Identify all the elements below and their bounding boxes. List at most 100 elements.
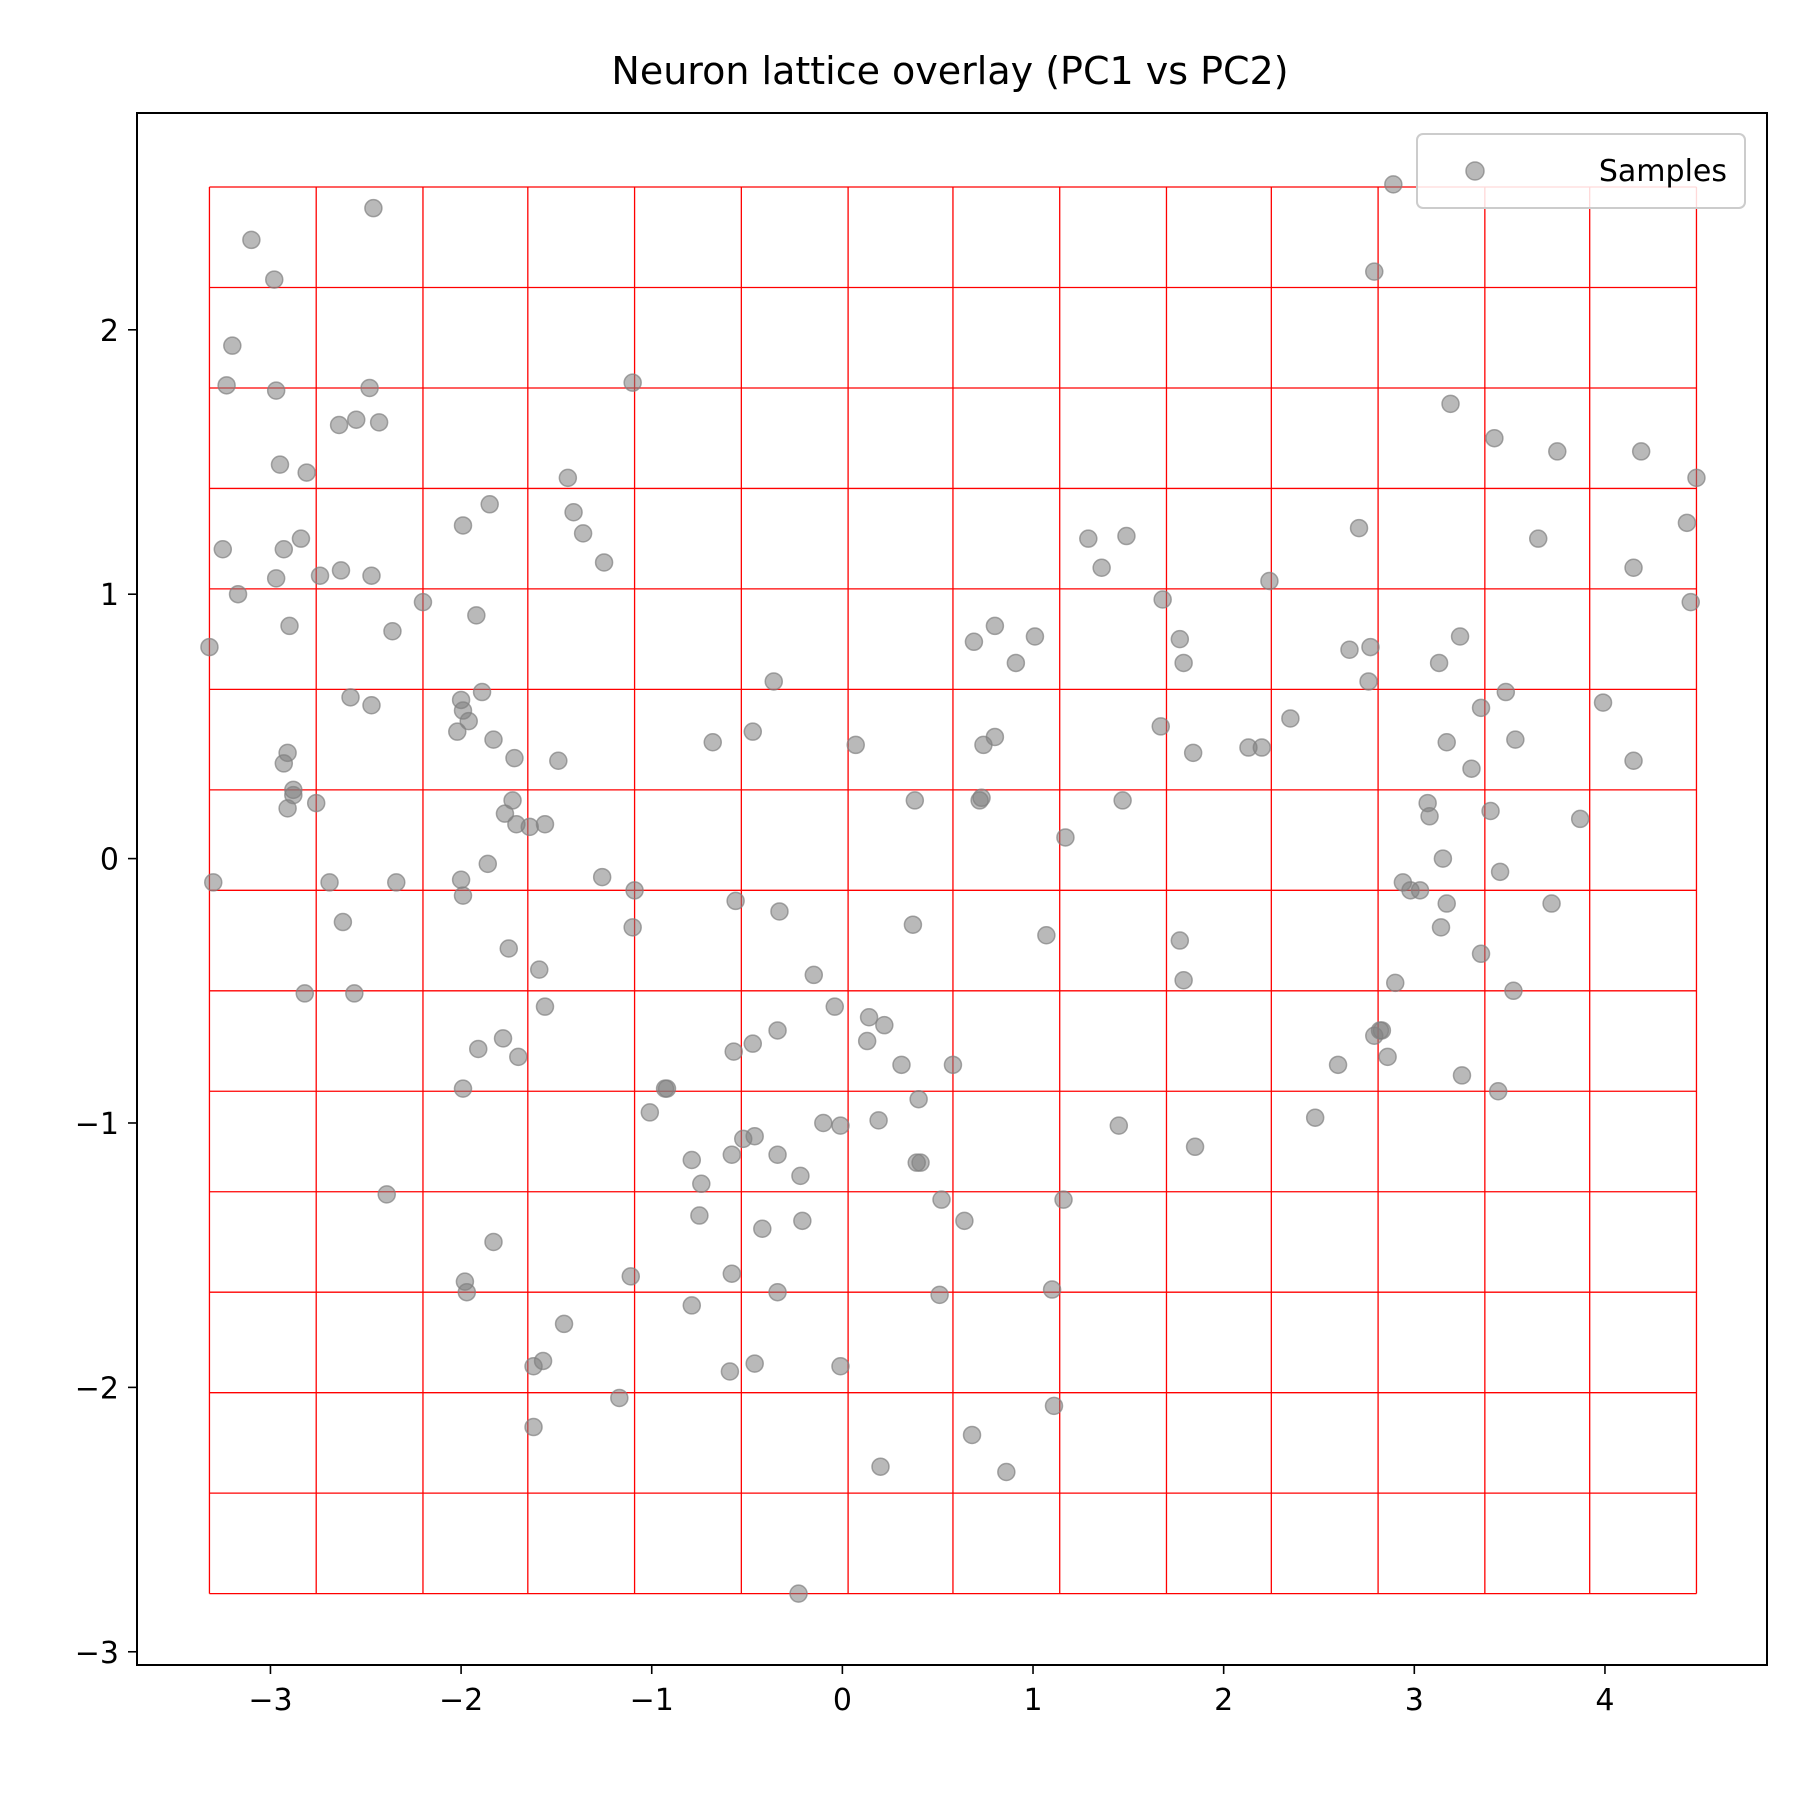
sample-point	[451, 870, 471, 889]
sample-point	[346, 410, 366, 429]
sample-point	[985, 616, 1005, 636]
sample-point	[472, 682, 492, 702]
sample-point	[1044, 1396, 1064, 1416]
sample-point	[467, 606, 486, 625]
sample-point	[970, 791, 989, 810]
legend-marker	[1465, 161, 1485, 181]
sample-point	[1548, 442, 1567, 461]
sample-point	[291, 529, 311, 548]
sample-point	[284, 785, 303, 805]
sample-point	[530, 960, 549, 979]
sample-point	[703, 733, 722, 752]
sample-point	[1431, 918, 1451, 937]
sample-point	[831, 1356, 850, 1376]
sample-point	[280, 616, 299, 636]
sample-point	[875, 1015, 894, 1035]
sample-point	[297, 463, 316, 482]
sample-point	[493, 1029, 513, 1048]
sample-point	[1429, 653, 1449, 673]
sample-point	[1260, 571, 1279, 591]
sample-point	[1452, 1066, 1472, 1085]
sample-point	[1496, 682, 1516, 702]
sample-point	[274, 540, 294, 559]
sample-point	[1281, 709, 1300, 728]
sample-point	[505, 748, 524, 768]
sample-point	[825, 997, 845, 1016]
x-tick-label: 3	[1405, 1683, 1424, 1718]
legend: Samples	[1416, 133, 1746, 209]
sample-point	[448, 722, 467, 741]
sample-point	[743, 1034, 763, 1053]
sample-point	[1153, 590, 1172, 609]
sample-point	[1624, 558, 1643, 578]
sample-point	[1433, 849, 1453, 868]
sample-point	[869, 1111, 888, 1130]
sample-point	[1462, 759, 1481, 778]
sample-point	[453, 516, 473, 535]
sample-point	[484, 730, 503, 749]
x-tick-label: 2	[1214, 1683, 1233, 1718]
y-tick-label: 2	[100, 314, 119, 349]
sample-point	[341, 688, 360, 707]
sample-point	[295, 984, 315, 1003]
sample-point	[1340, 640, 1359, 659]
sample-point	[265, 270, 284, 289]
sample-point	[592, 867, 612, 887]
sample-point	[459, 711, 478, 731]
sample-point	[1471, 944, 1491, 964]
sample-point	[533, 1351, 553, 1371]
sample-point	[846, 735, 865, 755]
sample-point	[564, 502, 583, 522]
sample-point	[1170, 629, 1190, 649]
sample-point	[558, 468, 578, 488]
sample-point	[1361, 637, 1380, 657]
sample-point	[814, 1113, 833, 1133]
sample-point	[594, 553, 614, 572]
sample-point	[1506, 730, 1525, 749]
sample-point	[1328, 1055, 1348, 1075]
sample-point	[306, 793, 326, 813]
sample-point	[535, 997, 555, 1016]
sample-point	[791, 1166, 810, 1186]
sample-point	[1117, 526, 1136, 546]
sample-point	[768, 1145, 787, 1164]
sample-point	[266, 381, 286, 400]
sample-point	[1450, 627, 1470, 646]
sample-point	[623, 373, 642, 392]
sample-point	[213, 540, 233, 559]
sample-point	[625, 881, 644, 900]
sample-point	[1631, 442, 1651, 461]
sample-point	[743, 722, 763, 741]
sample-point	[478, 854, 498, 874]
legend-label: Samples	[1599, 154, 1727, 189]
sample-point	[1359, 672, 1378, 691]
sample-point	[345, 984, 364, 1003]
y-tick-label: −2	[75, 1371, 119, 1406]
sample-point	[469, 1039, 488, 1059]
sample-point	[310, 566, 330, 585]
sample-point	[520, 817, 539, 837]
sample-point	[692, 1174, 711, 1194]
sample-point	[360, 378, 379, 398]
sample-point	[1437, 894, 1456, 913]
legend-box	[1416, 133, 1746, 209]
sample-point	[911, 1153, 930, 1172]
sample-point	[1481, 801, 1500, 821]
sample-point	[1349, 518, 1369, 538]
sample-point	[859, 1007, 879, 1027]
sample-point	[745, 1354, 764, 1373]
sample-point	[720, 1362, 740, 1381]
sample-point	[1174, 970, 1193, 990]
sample-point	[1151, 717, 1171, 736]
sample-point	[770, 902, 789, 921]
sample-point	[930, 1285, 949, 1305]
sample-point	[484, 1232, 503, 1252]
sample-point	[1624, 751, 1643, 771]
sample-point	[857, 1031, 877, 1051]
plot-frame	[136, 112, 1768, 1666]
sample-point	[457, 1282, 477, 1302]
chart-title: Neuron lattice overlay (PC1 vs PC2)	[611, 49, 1288, 93]
sample-point	[1384, 175, 1403, 194]
sample-point	[1365, 1026, 1384, 1045]
x-axis: −3 −2 −1 0 1 2 3 4	[248, 1665, 1615, 1718]
